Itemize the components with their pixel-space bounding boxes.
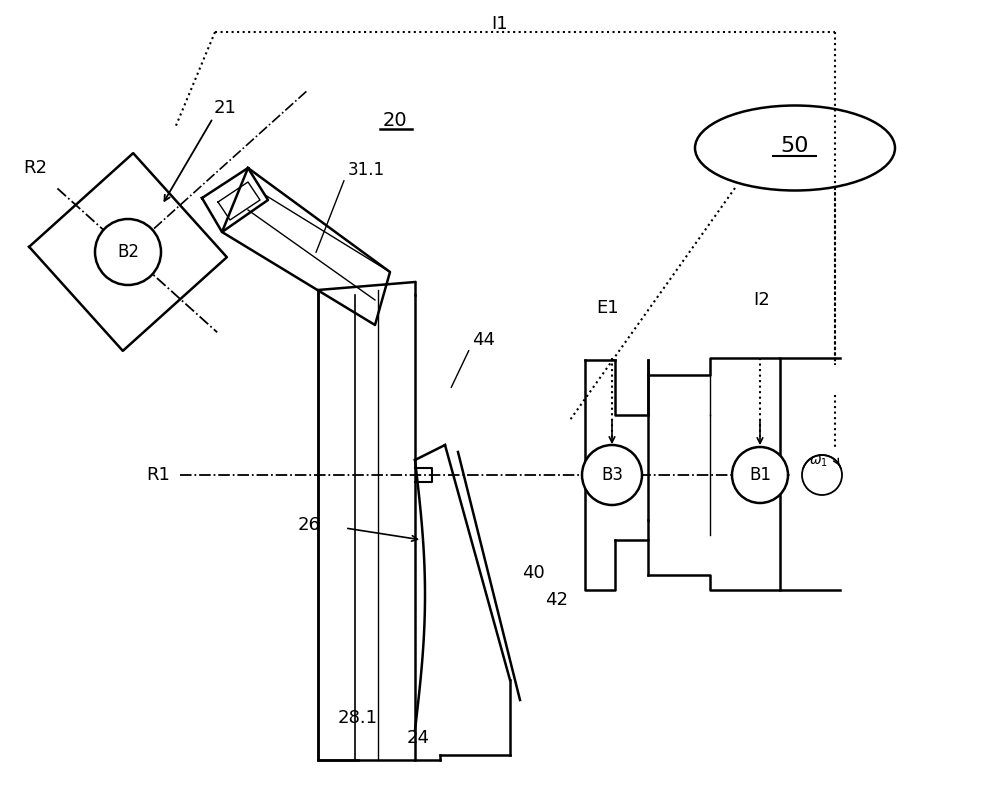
Text: B3: B3: [601, 466, 623, 484]
Text: 42: 42: [545, 591, 568, 609]
Text: 44: 44: [472, 331, 495, 349]
Text: E1: E1: [597, 299, 619, 317]
Text: B2: B2: [117, 243, 139, 261]
Text: 28.1: 28.1: [338, 709, 378, 727]
Text: 21: 21: [214, 99, 236, 117]
Text: 24: 24: [406, 729, 430, 747]
Circle shape: [582, 445, 642, 505]
Text: 31.1: 31.1: [348, 161, 385, 179]
Text: R2: R2: [23, 159, 47, 177]
Text: 20: 20: [383, 110, 407, 130]
Text: I2: I2: [754, 291, 770, 309]
Circle shape: [732, 447, 788, 503]
Text: R1: R1: [146, 466, 170, 484]
Text: 40: 40: [522, 564, 545, 582]
Text: 26: 26: [298, 516, 321, 534]
Circle shape: [95, 219, 161, 285]
Text: $\omega_1$: $\omega_1$: [809, 455, 827, 470]
Text: 50: 50: [781, 136, 809, 156]
Text: B1: B1: [749, 466, 771, 484]
Text: I1: I1: [492, 15, 508, 33]
